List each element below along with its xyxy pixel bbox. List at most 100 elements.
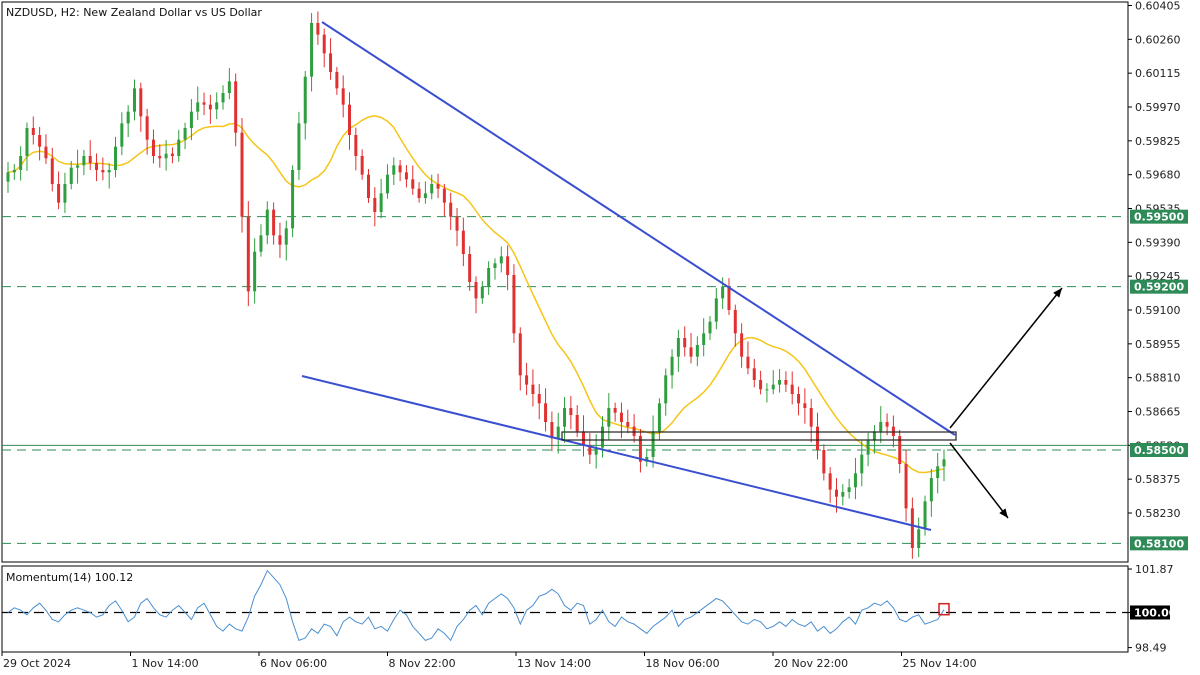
candle-body — [556, 426, 560, 439]
candle-body — [746, 356, 750, 369]
candle-body — [702, 333, 706, 345]
upper-trendline — [321, 21, 956, 436]
candle-body — [828, 473, 832, 490]
support-zone-box — [561, 431, 957, 441]
candle-body — [189, 111, 193, 128]
time-tick-label: 13 Nov 14:00 — [517, 657, 591, 670]
time-tick-label: 25 Nov 14:00 — [903, 657, 977, 670]
price-tick-label: 0.59825 — [1135, 135, 1181, 148]
candle-body — [196, 102, 200, 112]
candle-body — [797, 394, 801, 404]
candle-body — [784, 380, 788, 385]
candle-body — [442, 188, 446, 203]
time-axis: 29 Oct 2024 1 Nov 14:00 6 Nov 06:00 8 Nov 2… — [1, 652, 977, 670]
level-badge — [1130, 443, 1188, 457]
candle-body — [114, 146, 118, 170]
candle-body — [885, 422, 889, 427]
candle-body — [638, 436, 642, 462]
momentum-marker — [938, 602, 950, 616]
candle-body — [132, 88, 136, 112]
candle-body — [329, 53, 333, 72]
candle-body — [860, 454, 864, 474]
candle-body — [120, 123, 124, 147]
candle-body — [392, 165, 396, 175]
candle-body — [626, 422, 630, 427]
candle-body — [348, 104, 352, 135]
candle-body — [234, 81, 238, 133]
candle-body — [253, 251, 257, 292]
price-tick-label: 0.58665 — [1135, 406, 1181, 419]
candle-body — [6, 172, 10, 182]
candle-body — [714, 298, 718, 322]
candle-body — [531, 384, 535, 394]
candle-body — [423, 193, 427, 198]
candle-body — [512, 275, 516, 334]
candle-body — [525, 375, 529, 385]
candle-body — [651, 431, 655, 457]
candle-body — [31, 128, 35, 135]
price-tick-label: 0.58375 — [1135, 473, 1181, 486]
candle-body — [733, 310, 737, 334]
candle-body — [487, 268, 491, 287]
candle-body — [449, 202, 453, 217]
horizontal-levels — [2, 216, 1128, 544]
candle-body — [778, 380, 782, 385]
candle-body — [221, 93, 225, 103]
level-badge-label: 0.58500 — [1134, 444, 1184, 457]
time-tick-label: 1 Nov 14:00 — [132, 657, 199, 670]
candle-body — [404, 172, 408, 180]
candle-body — [575, 415, 579, 432]
candle-body — [278, 235, 282, 245]
candle-body — [208, 104, 212, 110]
level-badge — [1130, 536, 1188, 551]
candle-body — [645, 457, 649, 462]
candle-body — [499, 256, 503, 264]
candle-body — [721, 286, 725, 299]
candle-body — [550, 422, 554, 439]
lower-trendline — [301, 375, 932, 531]
candle-body — [759, 380, 763, 390]
candle-body — [82, 156, 86, 166]
price-tick-label: 0.58955 — [1135, 338, 1181, 351]
candle-body — [664, 375, 668, 404]
time-tick-label: 6 Nov 06:00 — [260, 657, 327, 670]
momentum-tick-label: 98.49 — [1135, 642, 1167, 655]
time-tick-label: 20 Nov 22:00 — [774, 657, 848, 670]
candle-body — [936, 466, 940, 478]
level-badges: 0.59500 0.59200 0.58500 0.58100 — [1130, 209, 1188, 551]
price-tick-label: 0.60115 — [1135, 67, 1181, 80]
candle-body — [740, 333, 744, 357]
candle-body — [170, 153, 174, 156]
chart-title: NZDUSD, H2: New Zealand Dollar vs US Dol… — [6, 6, 262, 19]
level-badge — [1130, 279, 1188, 294]
candle-body — [341, 88, 345, 105]
candle-body — [803, 403, 807, 408]
candle-body — [904, 464, 908, 509]
candle-body — [569, 408, 573, 415]
main-plot-area — [1, 1, 1129, 563]
candle-body — [493, 263, 497, 268]
candle-body — [632, 426, 636, 436]
candle-body — [600, 426, 604, 448]
candle-body — [771, 384, 775, 390]
candle-body — [227, 81, 231, 93]
candle-body — [436, 184, 440, 189]
candle-body — [12, 170, 16, 173]
candle-body — [265, 209, 269, 236]
price-axis: 0.60405 0.60260 0.60115 0.59970 0.59825 0.596… — [1128, 0, 1181, 520]
candle-body — [790, 384, 794, 394]
candle-body — [76, 165, 80, 168]
candle-body — [411, 179, 415, 189]
candle-body — [752, 368, 756, 380]
candle-body — [240, 132, 244, 217]
candle-body — [923, 501, 927, 530]
momentum-plot-area — [1, 565, 1129, 653]
candle-body — [588, 445, 592, 455]
price-tick-label: 0.58810 — [1135, 372, 1181, 385]
candle-body — [676, 338, 680, 357]
candle-body — [310, 23, 314, 77]
candle-body — [95, 163, 99, 170]
candle-body — [537, 394, 541, 404]
price-tick-label: 0.59390 — [1135, 236, 1181, 249]
